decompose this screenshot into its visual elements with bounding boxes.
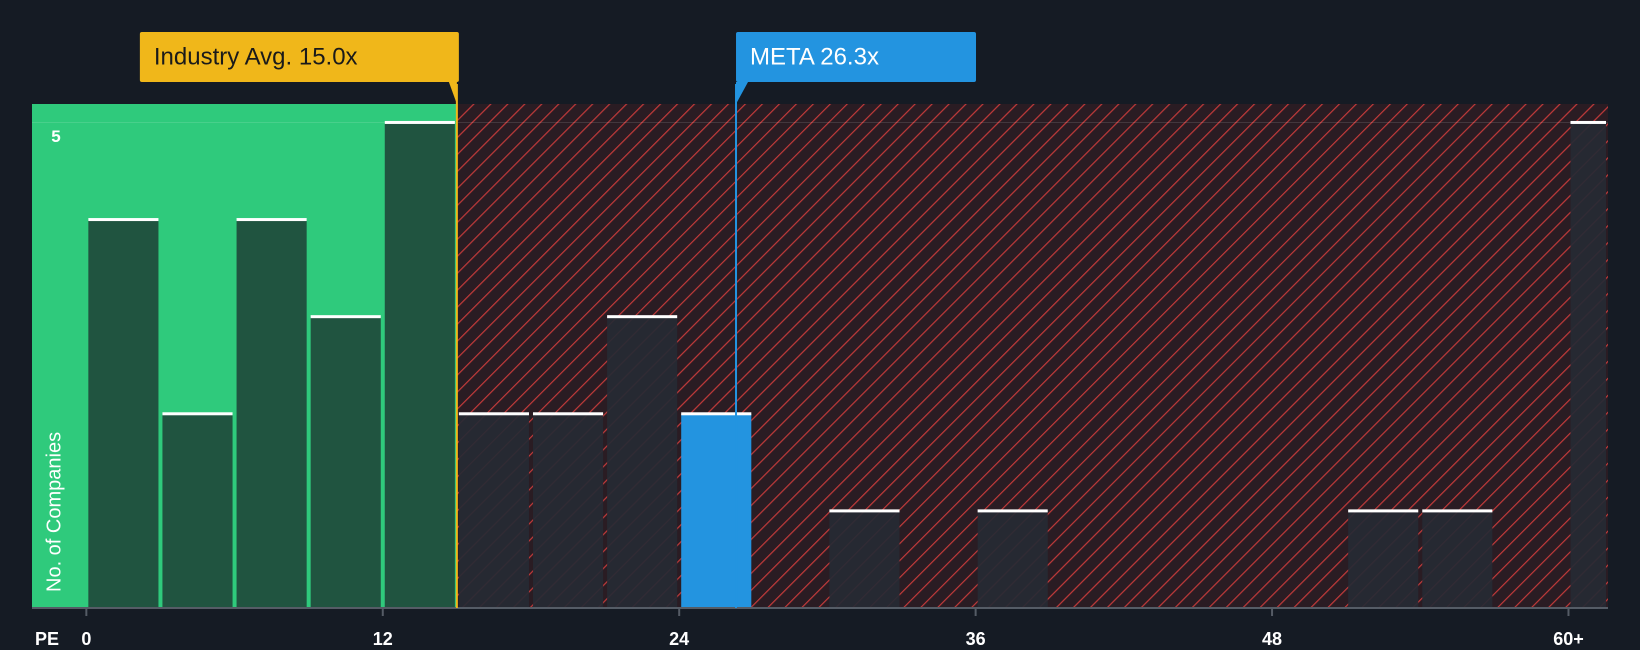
x-tick-label: 24 [669,629,689,649]
bar-top [162,412,233,416]
company-label: META 26.3x [750,43,879,70]
bar [384,122,455,608]
bar-top [1422,509,1493,513]
bar-top [310,315,381,319]
bar [1348,510,1419,608]
bar [1570,122,1606,608]
bar-top [384,120,455,124]
bar [532,413,604,608]
industry_avg-pointer [448,82,457,104]
bar-top [829,509,900,513]
bar-top [532,412,604,416]
bar [977,510,1048,608]
x-tick-label: 36 [966,629,986,649]
bar [458,413,529,608]
bar-top [977,509,1048,513]
x-tick-label: 60+ [1553,629,1584,649]
bar [681,413,752,608]
bar [236,219,307,608]
bar [88,219,159,608]
x-tick-label: 0 [81,629,91,649]
x-tick-label: 12 [373,629,393,649]
bar [607,316,678,608]
bar-top [88,218,159,222]
y-axis-label: No. of Companies [43,432,65,592]
bar [1422,510,1493,608]
bar-top [1348,509,1419,513]
bar [829,510,900,608]
bar-top [458,412,529,416]
bar [310,316,381,608]
company-box [736,32,977,82]
industry_avg-box [139,32,459,82]
x-axis-label: PE [35,629,59,649]
bar [162,413,233,608]
x-tick-label: 48 [1262,629,1282,649]
company-pointer [736,82,749,104]
bar-top [681,412,752,416]
industry_avg-label: Industry Avg. 15.0x [154,43,358,70]
bar-top [236,218,307,222]
bar-top [1570,120,1606,124]
y-tick-label: 5 [51,127,60,146]
bar-top [607,315,678,319]
